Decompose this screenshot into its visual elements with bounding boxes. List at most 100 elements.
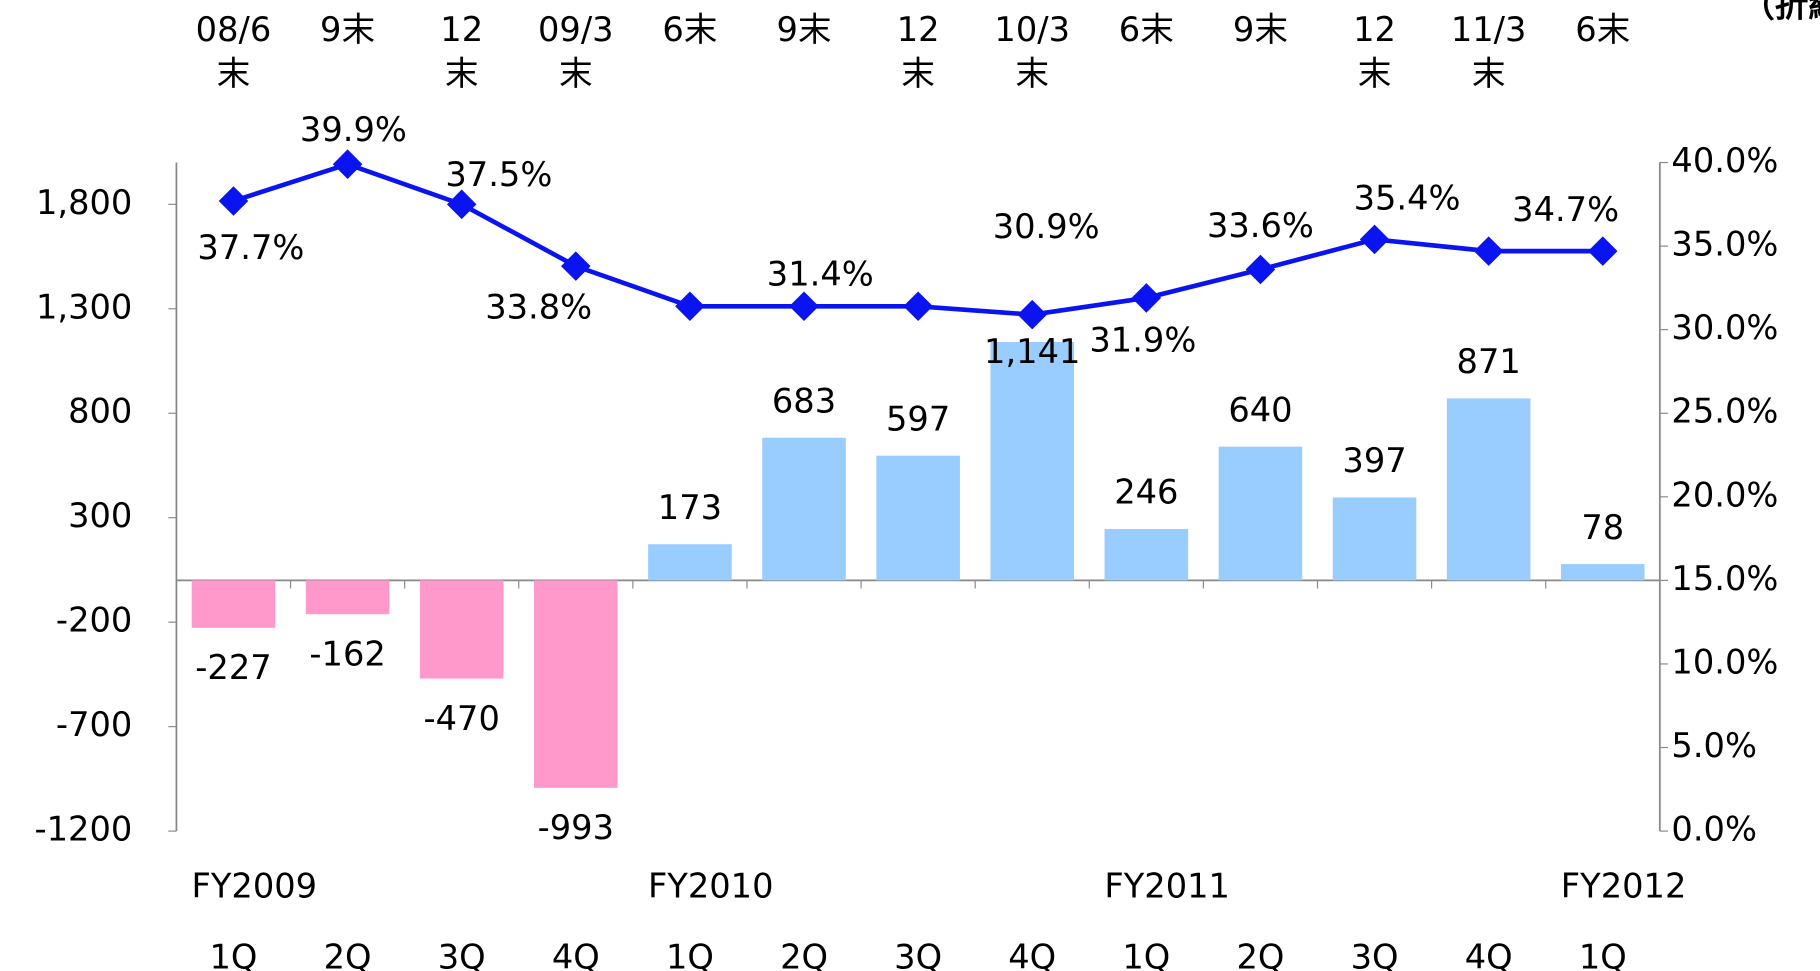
y2-tick-label: 5.0% <box>1671 726 1757 765</box>
x-tick-label: 4Q <box>1465 937 1513 971</box>
line-value-label: 33.8% <box>485 288 592 327</box>
line-marker <box>903 291 933 322</box>
line-value-label: 31.4% <box>767 255 874 294</box>
bar-value-label: -470 <box>424 699 500 738</box>
bar <box>534 580 618 788</box>
line-marker <box>1473 236 1504 266</box>
line-marker <box>1131 283 1162 313</box>
x-tick-label: 1Q <box>210 937 258 971</box>
y-tick-label: -1200 <box>35 810 133 849</box>
bar <box>762 437 846 581</box>
period-label: 末 <box>217 54 251 93</box>
bar-value-label: 397 <box>1342 441 1406 480</box>
line-value-label: 34.7% <box>1512 190 1619 229</box>
y2-tick-label: 30.0% <box>1671 308 1778 347</box>
y2-tick-label: 0.0% <box>1671 810 1757 849</box>
line-value-label: 31.9% <box>1089 321 1196 360</box>
bar <box>1560 564 1645 581</box>
bar <box>191 580 276 628</box>
y2-tick-label: 15.0% <box>1671 559 1778 598</box>
x-tick-label: 3Q <box>438 937 486 971</box>
line-marker <box>1245 254 1276 285</box>
bar <box>305 580 390 615</box>
x-tick-label: 4Q <box>552 937 600 971</box>
line-marker <box>1587 236 1618 266</box>
period-label: 末 <box>1358 54 1392 93</box>
period-label: 12 <box>897 10 940 49</box>
y2-tick-label: 40.0% <box>1671 141 1778 180</box>
period-label: 12 <box>440 10 483 49</box>
bar <box>648 544 732 581</box>
y2-tick-label: 25.0% <box>1671 392 1778 431</box>
line-marker <box>1359 224 1390 255</box>
line-marker <box>789 291 819 322</box>
x-tick-label: 4Q <box>1008 937 1056 971</box>
line-value-label: 33.6% <box>1207 206 1314 245</box>
x-tick-label: 1Q <box>1579 937 1627 971</box>
period-label: 6末 <box>1575 10 1630 49</box>
line-value-label: 30.9% <box>993 207 1100 246</box>
period-label: 末 <box>901 54 935 93</box>
x-tick-label: 2Q <box>1236 937 1284 971</box>
line-marker <box>561 251 591 281</box>
bar <box>1104 528 1189 581</box>
line-value-label: 39.9% <box>300 110 407 149</box>
period-label: 6末 <box>1119 10 1174 49</box>
bar-value-label: 683 <box>772 381 836 420</box>
period-label: 末 <box>559 54 593 93</box>
bar <box>990 342 1075 581</box>
period-label: 9末 <box>1233 10 1288 49</box>
y-tick-label: 1,300 <box>36 287 132 326</box>
y-tick-label: 800 <box>68 392 132 431</box>
bar-value-label: -993 <box>538 808 614 847</box>
period-label: 末 <box>1015 54 1049 93</box>
y-tick-label: -200 <box>56 601 132 640</box>
fiscal-year-label: FY2010 <box>648 866 774 905</box>
x-tick-label: 3Q <box>1351 937 1399 971</box>
line-value-label: 37.7% <box>197 228 304 267</box>
period-label: 9末 <box>320 10 375 49</box>
fiscal-year-label: FY2011 <box>1104 866 1230 905</box>
period-label: 10/3 <box>994 10 1070 49</box>
period-label: 11/3 <box>1451 10 1527 49</box>
y2-tick-label: 35.0% <box>1671 225 1778 264</box>
bar-value-label: 597 <box>886 399 950 438</box>
x-tick-label: 3Q <box>894 937 942 971</box>
bar-value-label: 871 <box>1457 342 1521 381</box>
bar <box>876 455 960 581</box>
y2-tick-label: 10.0% <box>1671 642 1778 681</box>
period-label: 末 <box>445 54 479 93</box>
x-tick-label: 1Q <box>1122 937 1170 971</box>
x-tick-label: 2Q <box>780 937 828 971</box>
bar <box>1446 398 1531 581</box>
y-tick-label: 1,800 <box>36 183 132 222</box>
line-marker <box>675 291 705 322</box>
axis-note: （折線 <box>1741 0 1820 24</box>
line-marker <box>332 149 363 179</box>
line-value-label: 35.4% <box>1354 178 1461 217</box>
line-value-label: 37.5% <box>445 155 552 194</box>
bar-value-label: 78 <box>1581 508 1624 547</box>
period-label: 09/3 <box>538 10 614 49</box>
y-tick-label: 300 <box>68 496 132 535</box>
bar <box>1332 497 1417 581</box>
period-label: 12 <box>1353 10 1396 49</box>
bar <box>419 580 504 679</box>
bar-value-label: 246 <box>1114 473 1178 512</box>
bar-value-label: 173 <box>658 488 722 527</box>
line-marker <box>1017 299 1048 330</box>
line-marker <box>446 189 477 220</box>
period-label: 9末 <box>776 10 831 49</box>
bar-value-label: 640 <box>1228 390 1292 429</box>
bar <box>1218 446 1303 581</box>
period-label: 6末 <box>662 10 717 49</box>
y-tick-label: -700 <box>56 705 132 744</box>
fiscal-year-label: FY2009 <box>192 866 318 905</box>
period-label: 末 <box>1472 54 1506 93</box>
x-tick-label: 1Q <box>666 937 714 971</box>
y2-tick-label: 20.0% <box>1671 475 1778 514</box>
period-label: 08/6 <box>196 10 272 49</box>
x-tick-label: 2Q <box>324 937 372 971</box>
bar-value-label: -162 <box>309 635 385 674</box>
